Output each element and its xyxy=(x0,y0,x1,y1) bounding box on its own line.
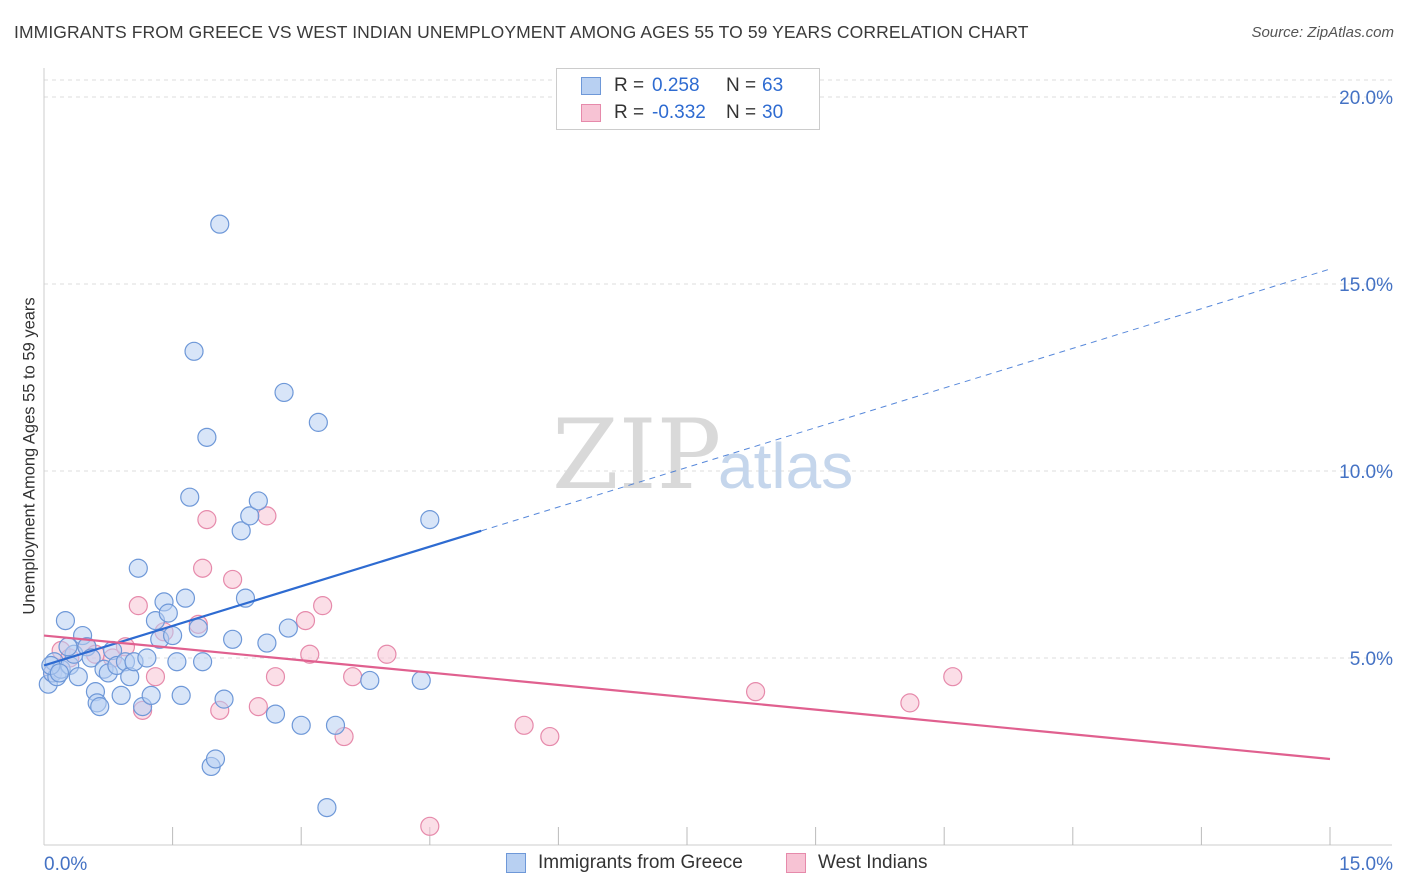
greece-point xyxy=(111,685,131,706)
greece-point xyxy=(205,749,226,769)
west-indians-points xyxy=(42,506,963,836)
greece-point xyxy=(278,618,298,638)
greece-point xyxy=(180,487,200,507)
x-tick-label: 0.0% xyxy=(44,854,87,875)
stats-legend-row-west-indians: R = -0.332 N = 30 xyxy=(581,100,783,126)
series-legend: Immigrants from Greece West Indians xyxy=(0,852,1406,878)
trend-lines xyxy=(43,268,1331,761)
greece-point xyxy=(55,610,76,631)
greece-point xyxy=(188,618,208,638)
west-indians-point xyxy=(420,816,440,836)
west-indians-legend-swatch xyxy=(786,853,806,873)
greece-point xyxy=(175,588,196,608)
greece-point xyxy=(214,689,234,709)
west-indians-point xyxy=(745,682,766,702)
r-value: 0.258 xyxy=(652,75,700,96)
greece-point xyxy=(274,382,294,403)
greece-point xyxy=(58,637,78,657)
greece-point xyxy=(411,670,431,691)
greece-point xyxy=(90,697,110,717)
y-tick-label: 20.0% xyxy=(1339,88,1393,109)
greece-point xyxy=(420,510,440,530)
west-indians-point xyxy=(300,644,320,664)
greece-point xyxy=(240,506,260,526)
greece-swatch xyxy=(581,77,601,95)
greece-point xyxy=(68,667,88,687)
west-indians-point xyxy=(943,667,963,687)
west-indians-point xyxy=(193,558,213,578)
watermark-zip: ZIP xyxy=(552,399,721,511)
greece-point xyxy=(231,521,251,541)
greece-point xyxy=(158,603,178,623)
n-value: 63 xyxy=(762,75,784,96)
west-indians-point xyxy=(265,667,286,687)
y-tick-label: 5.0% xyxy=(1350,649,1393,670)
west-indians-point xyxy=(900,693,920,713)
n-label: N = xyxy=(726,102,757,123)
y-tick-labels: 5.0% 10.0% 15.0% 20.0% xyxy=(1339,88,1393,670)
greece-point xyxy=(248,491,268,511)
west-indians-swatch xyxy=(581,104,601,122)
gridlines xyxy=(44,79,1392,659)
west-indians-point xyxy=(343,667,363,687)
greece-point xyxy=(265,704,286,724)
greece-point xyxy=(184,341,204,361)
legend-label-west-indians: West Indians xyxy=(818,852,928,873)
greece-point xyxy=(317,797,337,818)
west-indians-point xyxy=(295,610,316,631)
greece-point xyxy=(291,715,311,735)
west-indians-trend-line xyxy=(43,634,1331,761)
greece-point xyxy=(223,629,243,649)
west-indians-point xyxy=(377,644,397,664)
n-value: 30 xyxy=(762,102,784,123)
x-tick-label: 15.0% xyxy=(1339,854,1393,875)
west-indians-point xyxy=(145,667,166,687)
greece-point xyxy=(308,412,328,432)
greece-point xyxy=(325,715,346,735)
greece-point xyxy=(137,648,157,668)
greece-points xyxy=(38,214,440,818)
stats-legend: R = 0.258 N = 63 R = -0.332 N = 30 xyxy=(556,68,820,130)
r-label: R = xyxy=(614,75,645,96)
greece-point xyxy=(81,648,101,668)
greece-point xyxy=(167,652,187,672)
legend-item-greece[interactable]: Immigrants from Greece xyxy=(506,852,743,874)
n-label: N = xyxy=(726,75,757,96)
west-indians-point xyxy=(128,596,148,616)
x-tick-labels: 0.0% 15.0% xyxy=(44,854,1393,875)
y-tick-label: 15.0% xyxy=(1339,275,1393,296)
west-indians-point xyxy=(248,697,268,717)
west-indians-point xyxy=(197,510,217,530)
west-indians-point xyxy=(540,726,560,747)
greece-point xyxy=(197,427,217,447)
legend-item-west-indians[interactable]: West Indians xyxy=(786,852,927,874)
greece-point xyxy=(257,633,277,653)
west-indians-point xyxy=(313,596,333,616)
greece-point xyxy=(49,663,70,683)
y-tick-label: 10.0% xyxy=(1339,462,1393,483)
greece-point xyxy=(163,625,183,646)
r-label: R = xyxy=(614,102,645,123)
stats-legend-row-greece: R = 0.258 N = 63 xyxy=(581,73,783,99)
greece-legend-swatch xyxy=(506,853,526,873)
greece-point xyxy=(128,558,148,578)
greece-point xyxy=(171,685,191,706)
greece-point xyxy=(193,652,213,672)
watermark-atlas: atlas xyxy=(718,430,853,502)
west-indians-point xyxy=(514,715,534,735)
watermark: ZIP atlas xyxy=(552,399,853,511)
greece-point xyxy=(141,685,161,706)
legend-label-greece: Immigrants from Greece xyxy=(538,852,743,873)
greece-trend-extension xyxy=(481,268,1331,532)
west-indians-point xyxy=(223,569,243,590)
greece-point xyxy=(210,214,230,234)
r-value: -0.332 xyxy=(652,102,706,123)
chart-title: IMMIGRANTS FROM GREECE VS WEST INDIAN UN… xyxy=(14,22,1029,42)
source-label: Source: ZipAtlas.com xyxy=(1251,24,1394,41)
greece-point xyxy=(360,670,380,691)
